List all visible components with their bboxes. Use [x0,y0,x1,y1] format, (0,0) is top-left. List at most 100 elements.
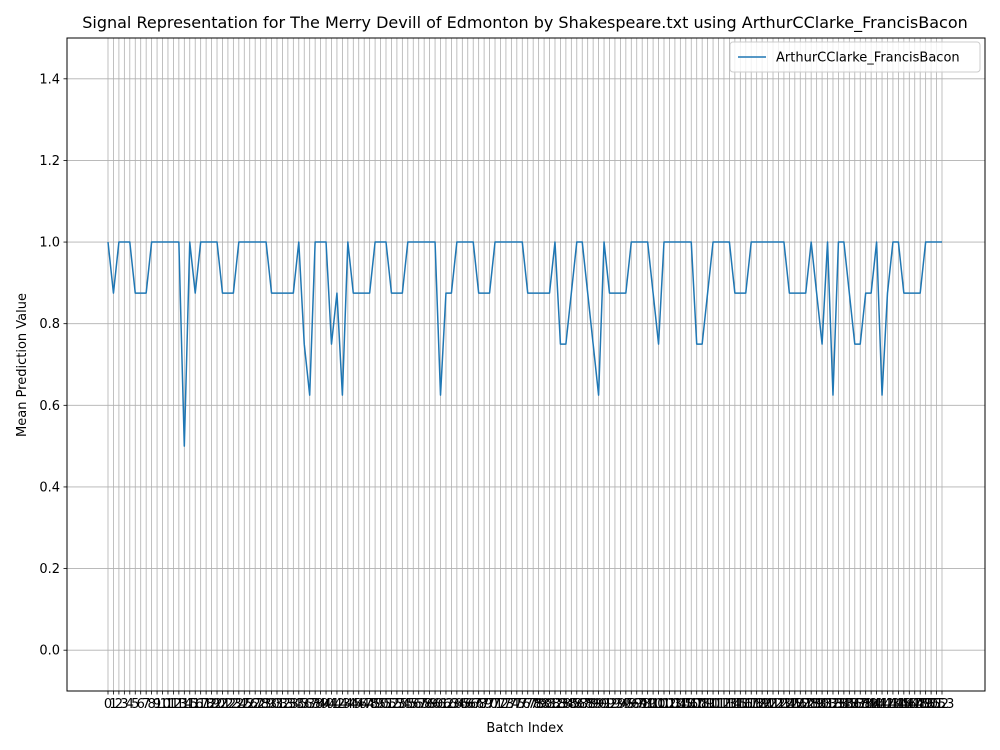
x-tick-label: 75 [509,697,526,712]
x-tick-label: 109 [690,697,715,712]
x-tick-label: 146 [891,697,916,712]
x-tick-label: 86 [569,697,586,712]
x-tick-label: 87 [574,697,591,712]
x-tick-label: 106 [673,697,698,712]
x-tick-label: 77 [519,697,536,712]
x-tick-label: 137 [842,697,867,712]
x-tick-label: 108 [684,697,709,712]
x-tick-label: 46 [350,697,367,712]
x-tick-label: 3 [120,697,128,712]
legend-label: ArthurCClarke_FrancisBacon [776,51,960,66]
x-tick-label: 117 [733,697,758,712]
x-tick-label: 85 [563,697,580,712]
x-tick-label: 25 [236,697,253,712]
x-tick-label: 51 [378,697,395,712]
x-tick-label: 101 [646,697,671,712]
x-tick-label: 144 [881,697,906,712]
x-tick-label: 119 [744,697,769,712]
x-tick-label: 79 [530,697,547,712]
x-tick-label: 66 [459,697,476,712]
x-tick-label: 7 [142,697,150,712]
x-tick-label: 73 [498,697,515,712]
x-tick-label: 113 [712,697,737,712]
x-tick-label: 20 [209,697,226,712]
x-tick-label: 138 [848,697,873,712]
x-tick-label: 58 [416,697,433,712]
x-tick-label: 27 [247,697,264,712]
x-tick-label: 11 [160,697,177,712]
x-tick-label: 82 [547,697,564,712]
x-tick-label: 9 [153,697,161,712]
x-tick-label: 26 [241,697,258,712]
x-tick-label: 33 [280,697,297,712]
x-tick-label: 53 [389,697,406,712]
series-layer [107,241,942,447]
x-tick-label: 43 [334,697,351,712]
x-tick-label: 39 [312,697,329,712]
x-tick-label: 10 [154,697,171,712]
x-tick-label: 61 [432,697,449,712]
x-tick-label: 128 [793,697,818,712]
x-tick-label: 84 [558,697,575,712]
x-ticks: 0123456789101112131415161718192021222324… [104,691,955,712]
y-tick-label: 0.6 [39,399,60,414]
x-tick-label: 81 [541,697,558,712]
x-axis-label: Batch Index [486,721,564,736]
x-tick-label: 150 [913,697,938,712]
x-tick-label: 13 [171,697,188,712]
x-tick-label: 40 [318,697,335,712]
x-tick-label: 140 [859,697,884,712]
x-tick-label: 36 [296,697,313,712]
x-tick-label: 56 [405,697,422,712]
x-tick-label: 54 [394,697,411,712]
x-tick-label: 89 [585,697,602,712]
x-tick-label: 78 [525,697,542,712]
x-tick-label: 147 [897,697,922,712]
x-tick-label: 45 [345,697,362,712]
x-tick-label: 145 [886,697,911,712]
x-tick-label: 62 [438,697,455,712]
x-tick-label: 30 [263,697,280,712]
x-tick-label: 131 [810,697,835,712]
x-tick-label: 120 [750,697,775,712]
x-tick-label: 100 [641,697,666,712]
x-tick-label: 21 [214,697,231,712]
y-axis-label: Mean Prediction Value [15,293,30,437]
x-tick-label: 132 [815,697,840,712]
grid [67,38,985,691]
y-tick-label: 1.2 [39,154,60,169]
x-tick-label: 115 [722,697,747,712]
x-tick-label: 97 [628,697,645,712]
x-tick-label: 22 [220,697,237,712]
x-tick-label: 72 [492,697,509,712]
x-tick-label: 118 [739,697,764,712]
plot-frame [66,37,986,692]
x-tick-label: 135 [831,697,856,712]
x-tick-label: 112 [706,697,731,712]
x-tick-label: 23 [225,697,242,712]
x-tick-label: 31 [269,697,286,712]
x-tick-label: 153 [930,697,955,712]
x-tick-label: 143 [875,697,900,712]
x-tick-label: 24 [231,697,248,712]
x-tick-label: 18 [198,697,215,712]
x-tick-label: 114 [717,697,742,712]
x-tick-label: 98 [634,697,651,712]
x-tick-label: 90 [590,697,607,712]
x-tick-label: 67 [465,697,482,712]
x-tick-label: 35 [291,697,308,712]
x-tick-label: 80 [536,697,553,712]
x-tick-label: 142 [870,697,895,712]
x-tick-label: 129 [799,697,824,712]
x-tick-label: 91 [596,697,613,712]
x-tick-label: 49 [367,697,384,712]
x-tick-label: 6 [137,697,145,712]
x-tick-label: 152 [924,697,949,712]
x-tick-label: 133 [821,697,846,712]
x-tick-label: 52 [383,697,400,712]
x-tick-label: 5 [131,697,139,712]
legend-box [729,41,981,73]
x-tick-label: 99 [639,697,656,712]
x-tick-label: 48 [361,697,378,712]
